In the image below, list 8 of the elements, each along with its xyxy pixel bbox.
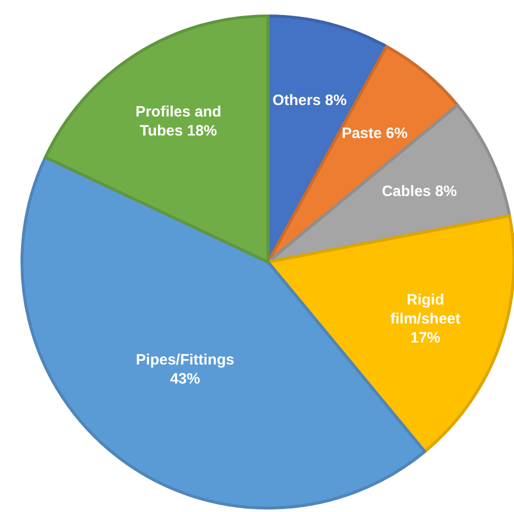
slice-label: Profiles and Tubes 18% — [135, 102, 222, 139]
slice-label: Cables 8% — [382, 182, 457, 200]
slice-label: Others 8% — [272, 91, 347, 108]
slice-label: Pipes/Fittings — [136, 350, 234, 368]
slice-label: Paste 6% — [342, 124, 408, 142]
data-label: 43% — [170, 370, 200, 387]
slice-label: Rigid film/sheet — [390, 291, 460, 328]
data-label: 17% — [410, 329, 440, 346]
